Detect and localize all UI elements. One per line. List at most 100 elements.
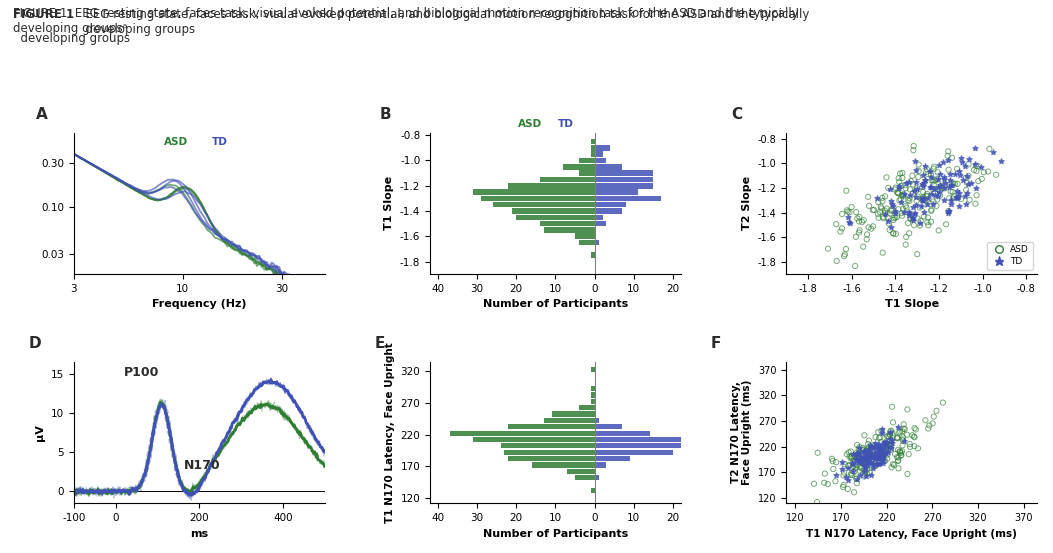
Point — [880, 184, 897, 192]
Point — [902, 176, 919, 185]
Bar — [579, 405, 595, 410]
Bar — [450, 430, 595, 436]
Point — [985, 148, 1001, 156]
Text: E: E — [375, 336, 385, 351]
Text: D: D — [28, 336, 41, 351]
Point — [879, 213, 896, 222]
Point — [874, 456, 891, 465]
Point — [886, 213, 902, 222]
Point — [889, 452, 906, 461]
Bar — [473, 189, 595, 195]
Point — [877, 439, 894, 447]
Point — [950, 167, 967, 176]
Text: FIGURE 1: FIGURE 1 — [13, 8, 74, 22]
Point — [901, 442, 918, 451]
Point — [967, 184, 984, 192]
Point — [894, 436, 911, 445]
Point — [913, 179, 930, 188]
Bar — [595, 183, 654, 189]
Point — [908, 196, 925, 205]
Point — [906, 432, 922, 441]
Point — [901, 208, 918, 217]
Point — [906, 210, 922, 218]
Point — [839, 207, 856, 216]
Point — [915, 195, 932, 204]
Y-axis label: T2 N170 Latency,
Face Upright (ms): T2 N170 Latency, Face Upright (ms) — [731, 380, 753, 485]
Point — [891, 178, 908, 186]
Point — [895, 190, 912, 199]
Point — [837, 472, 854, 481]
Point — [841, 452, 858, 461]
Point — [883, 402, 900, 411]
Point — [851, 466, 868, 475]
Point — [880, 432, 897, 441]
Point — [967, 199, 984, 208]
Point — [906, 424, 922, 432]
Point — [943, 179, 960, 188]
Point — [887, 183, 903, 192]
Point — [895, 191, 912, 200]
Point — [875, 451, 892, 460]
Point — [842, 454, 859, 463]
Bar — [595, 437, 709, 442]
Point — [885, 429, 901, 437]
Bar — [595, 462, 607, 467]
Point — [859, 446, 876, 455]
Point — [923, 205, 940, 214]
Point — [869, 442, 886, 451]
Point — [824, 465, 841, 473]
Point — [872, 446, 889, 455]
Point — [931, 187, 948, 196]
Bar — [516, 215, 595, 220]
Point — [892, 169, 909, 178]
Point — [890, 182, 907, 191]
Point — [868, 448, 885, 457]
Point — [906, 186, 922, 195]
Point — [886, 216, 902, 225]
Point — [845, 450, 861, 458]
Bar — [532, 462, 595, 467]
Point — [895, 424, 912, 433]
Point — [855, 453, 872, 462]
Point — [941, 175, 958, 184]
Point — [869, 451, 886, 460]
Point — [917, 175, 934, 184]
Point — [931, 160, 948, 169]
Point — [968, 166, 985, 175]
Text: ASD: ASD — [518, 118, 542, 129]
Point — [879, 450, 896, 459]
Point — [862, 224, 879, 233]
Point — [932, 181, 949, 190]
Point — [851, 212, 868, 221]
Point — [845, 462, 861, 471]
Point — [851, 442, 868, 451]
Point — [934, 158, 951, 166]
Point — [936, 175, 953, 184]
Point — [850, 449, 867, 458]
Point — [819, 479, 836, 488]
Point — [855, 446, 872, 455]
Point — [872, 207, 889, 216]
Point — [918, 165, 935, 174]
Point — [922, 182, 939, 191]
Bar — [575, 233, 595, 239]
Point — [858, 235, 875, 244]
Point — [843, 453, 860, 462]
Point — [975, 168, 992, 176]
Point — [859, 454, 876, 463]
Point — [851, 455, 868, 463]
Point — [950, 189, 967, 197]
Point — [902, 215, 919, 223]
Bar — [563, 164, 595, 170]
Point — [848, 449, 865, 458]
Point — [809, 498, 826, 507]
Point — [917, 176, 934, 185]
Point — [897, 184, 914, 192]
Point — [942, 187, 959, 196]
Point — [877, 440, 894, 448]
Point — [879, 447, 896, 456]
Point — [857, 461, 874, 469]
Text: ASD: ASD — [164, 137, 188, 147]
Bar — [493, 202, 595, 207]
Point — [856, 453, 873, 462]
